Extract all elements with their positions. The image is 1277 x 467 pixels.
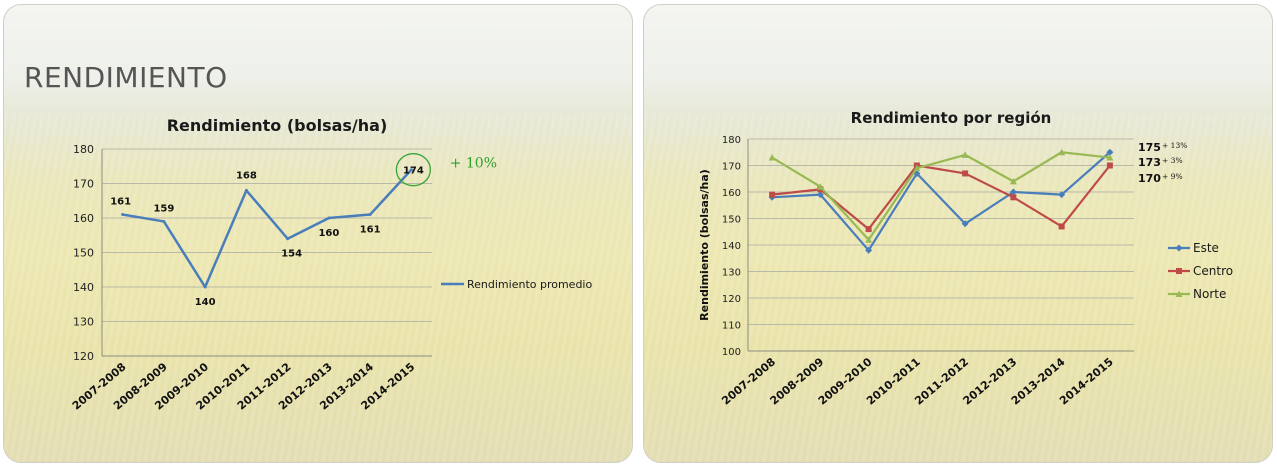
- y-tick-label: 120: [722, 294, 741, 305]
- slide-left: RENDIMIENTO Rendimiento (bolsas/ha) 120 13…: [3, 4, 633, 463]
- y-tick-label: 170: [73, 178, 94, 191]
- data-point-centro: [1058, 223, 1065, 230]
- data-point-norte: [1058, 148, 1066, 156]
- data-point-este: [865, 246, 873, 254]
- data-point-norte: [768, 154, 776, 161]
- highlight-circle: [395, 153, 432, 187]
- data-label: 174: [403, 166, 424, 177]
- data-point-centro: [769, 191, 776, 198]
- chart-title: Rendimiento por región: [851, 109, 1052, 127]
- data-label: 160: [318, 228, 339, 239]
- data-point-centro: [962, 170, 969, 177]
- data-point: [409, 168, 413, 172]
- y-tick-label: 120: [73, 350, 94, 363]
- end-value-label: 170: [1138, 172, 1161, 185]
- data-point: [286, 237, 290, 241]
- data-point-norte: [1009, 177, 1017, 185]
- y-tick-label: 180: [73, 143, 94, 156]
- y-tick-label: 130: [73, 316, 94, 329]
- legend-marker-este: [1175, 244, 1183, 252]
- y-axis-label: Rendimiento (bolsas/ha): [698, 169, 711, 321]
- data-point-este: [1058, 191, 1066, 199]
- data-point: [368, 213, 372, 217]
- data-label: 140: [195, 297, 216, 308]
- legend-label-norte: Norte: [1193, 287, 1226, 301]
- series-line-norte: [771, 151, 1110, 241]
- data-point-norte: [1106, 154, 1114, 161]
- slide-heading: RENDIMIENTO: [24, 61, 228, 94]
- growth-annotation: + 10%: [450, 156, 497, 172]
- slide-right: Rendimiento por región 100 110 120 130 140 150…: [643, 4, 1273, 463]
- data-point-centro: [1106, 162, 1113, 169]
- data-point-este: [816, 191, 824, 199]
- data-point-este: [961, 220, 969, 228]
- data-point: [244, 188, 248, 192]
- legend-label: Rendimiento promedio: [467, 278, 592, 291]
- data-label: 154: [281, 249, 302, 260]
- data-label: 161: [110, 197, 131, 208]
- y-tick-label: 150: [73, 247, 94, 260]
- data-point-este: [1009, 188, 1017, 196]
- data-point: [203, 285, 207, 289]
- end-value-label: 173: [1138, 156, 1161, 169]
- legend-label-este: Este: [1193, 241, 1219, 255]
- y-tick-label: 130: [722, 268, 741, 279]
- data-label: 161: [360, 225, 381, 236]
- data-label: 168: [236, 170, 257, 181]
- chart-title: Rendimiento (bolsas/ha): [167, 116, 388, 135]
- y-tick-label: 150: [722, 215, 741, 226]
- y-tick-label: 170: [722, 162, 741, 173]
- data-point: [327, 216, 331, 220]
- data-point-centro: [865, 226, 872, 233]
- end-growth-label: + 9%: [1162, 172, 1183, 181]
- data-point-norte: [961, 151, 969, 158]
- chart-rendimiento-por-region: Rendimiento por región 100 110 120 130 140 150…: [698, 109, 1233, 408]
- data-point-este: [1106, 148, 1114, 156]
- legend-marker-centro: [1176, 268, 1182, 274]
- data-point-norte: [913, 164, 921, 172]
- end-value-label: 175: [1138, 141, 1161, 154]
- y-tick-label: 110: [722, 321, 741, 332]
- legend-marker-norte: [1175, 290, 1183, 297]
- data-label: 159: [153, 203, 174, 214]
- legend-label-centro: Centro: [1193, 264, 1233, 278]
- y-tick-label: 100: [722, 347, 741, 358]
- series-line-rendimiento-promedio: [122, 168, 413, 289]
- series-line-este: [772, 151, 1111, 252]
- data-point-centro: [1010, 194, 1017, 201]
- x-tick-label: 2014-2015: [1057, 355, 1116, 407]
- y-tick-label: 140: [722, 241, 741, 252]
- y-tick-label: 160: [722, 188, 741, 199]
- end-growth-label: + 3%: [1162, 156, 1183, 165]
- y-tick-label: 160: [73, 212, 94, 225]
- end-growth-label: + 13%: [1162, 141, 1187, 150]
- chart-rendimiento: Rendimiento (bolsas/ha) 120 130 140 150 160 17…: [70, 116, 593, 413]
- y-tick-label: 140: [73, 281, 94, 294]
- data-point-norte: [816, 183, 824, 190]
- y-tick-label: 180: [722, 135, 741, 146]
- data-point: [162, 219, 166, 223]
- data-point: [121, 213, 125, 217]
- data-point-norte: [865, 236, 873, 243]
